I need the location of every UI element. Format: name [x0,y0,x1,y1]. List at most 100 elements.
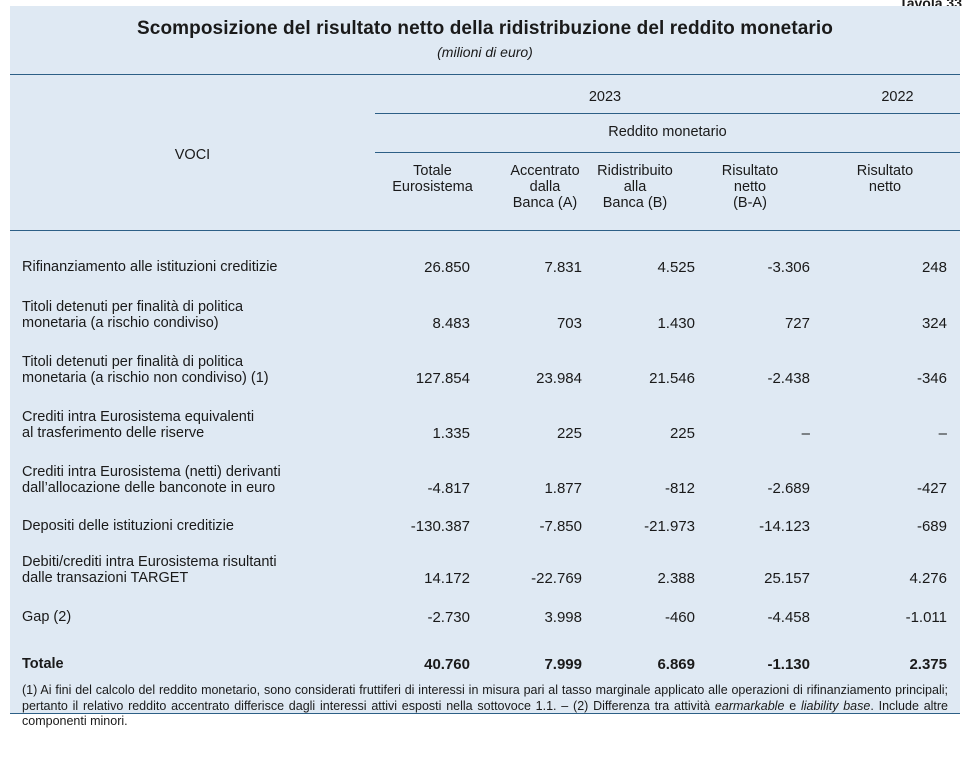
row-label-line: Gap (2) [22,609,72,625]
row-label-line: Crediti intra Eurosistema (netti) deriva… [22,464,281,480]
header-year-2023: 2023 [588,89,622,105]
total-value: 2.375 [909,656,947,673]
column-header-line: netto [733,179,767,195]
row-label-line: dalle transazioni TARGET [22,570,189,586]
row-value: 727 [784,315,810,332]
row-value: 7.831 [544,259,582,276]
row-value: 324 [921,315,947,332]
row-value: 127.854 [415,370,470,387]
row-label-line: al trasferimento delle riserve [22,425,205,441]
table-number-tag: Tavola 33 [899,0,962,6]
row-label: Rifinanziamento alle istituzioni crediti… [22,259,372,275]
footnote-term-liability-base: liability base [800,698,871,713]
table-title-block: Scomposizione del risultato netto della … [10,6,960,75]
row-label: Depositi delle istituzioni creditizie [22,518,372,534]
column-header-line: netto [868,179,902,195]
row-value: -21.973 [644,518,695,535]
row-value: 25.157 [764,570,810,587]
footnote: (1) Ai fini del calcolo del reddito mone… [10,683,960,730]
header-voci: VOCI [174,147,211,163]
total-value: 40.760 [424,656,470,673]
row-value: -14.123 [759,518,810,535]
row-label-line: Titoli detenuti per finalità di politica [22,299,244,315]
row-value: -4.458 [767,609,810,626]
column-header-line: (B-A) [733,195,767,211]
footnote-part-1: (1) Ai fini del calcolo del reddito mone… [22,683,948,713]
column-header-5: Risultato netto [810,163,960,195]
row-label-line: Depositi delle istituzioni creditizie [22,518,234,534]
row-value: 248 [921,259,947,276]
row-value: -427 [916,480,947,497]
row-value: 14.172 [424,570,470,587]
row-label: Debiti/crediti intra Eurosistema risulta… [22,554,372,586]
total-value: 6.869 [657,656,695,673]
column-header-3: Ridistribuito alla Banca (B) [580,163,690,211]
header-rule-years [375,113,960,114]
row-value: -7.850 [539,518,582,535]
row-label-line: monetaria (a rischio non condiviso) (1) [22,370,269,386]
row-value: 703 [556,315,582,332]
row-label-line: Titoli detenuti per finalità di politica [22,354,244,370]
row-value: -22.769 [531,570,582,587]
row-value: 2.388 [657,570,695,587]
header-rule-bottom [10,230,960,231]
row-value: 225 [669,425,695,442]
row-label-line: Rifinanziamento alle istituzioni crediti… [22,259,278,275]
footnote-term-earmarkable: earmarkable [714,698,785,713]
header-year-2022: 2022 [881,89,914,105]
row-label-line: dall’allocazione delle banconote in euro [22,480,276,496]
total-value: 7.999 [544,656,582,673]
column-header-line: Banca (B) [602,195,668,211]
row-value: -130.387 [410,518,470,535]
row-label-line: Debiti/crediti intra Eurosistema risulta… [22,554,277,570]
column-header-4: Risultato netto (B-A) [690,163,810,211]
row-value: 225 [556,425,582,442]
total-label: Totale [22,656,64,672]
row-value: 4.276 [909,570,947,587]
footnote-part-2: e [784,698,801,713]
row-label-line: Crediti intra Eurosistema equivalenti [22,409,255,425]
row-value: -460 [664,609,695,626]
row-value: 26.850 [424,259,470,276]
row-value: -812 [664,480,695,497]
column-header-line: Ridistribuito [597,163,673,179]
table-subtitle: (milioni di euro) [437,44,533,60]
row-label: Titoli detenuti per finalità di politica… [22,354,372,386]
column-header-1: Totale Eurosistema [375,163,490,195]
row-value: -689 [916,518,947,535]
footnote-text: (1) Ai fini del calcolo del reddito mone… [22,683,948,730]
row-value: – [801,425,810,442]
row-value: 23.984 [536,370,582,387]
row-value: -346 [916,370,947,387]
column-header-2: Accentrato dalla Banca (A) [490,163,600,211]
row-value: 3.998 [544,609,582,626]
column-header-line: Accentrato [510,163,580,179]
header-rule-reddito [375,152,960,153]
data-table: Scomposizione del risultato netto della … [10,6,960,714]
row-label: Crediti intra Eurosistema (netti) deriva… [22,464,372,496]
column-header-line: Totale [413,163,452,179]
column-header-line: dalla [529,179,561,195]
row-value: 8.483 [432,315,470,332]
row-value: -2.438 [767,370,810,387]
row-value: -2.689 [767,480,810,497]
header-reddito-monetario: Reddito monetario [608,124,727,140]
row-value: -1.011 [905,609,947,626]
footnote-part-3: . Include altre componenti minori. [22,698,949,729]
row-value: 21.546 [649,370,695,387]
total-value: -1.130 [767,656,810,673]
row-label-line: monetaria (a rischio condiviso) [22,315,219,331]
column-header-line: Risultato [856,163,914,179]
row-value: 1.877 [544,480,582,497]
row-value: -4.817 [427,480,470,497]
row-value: 1.430 [657,315,695,332]
column-header-line: Eurosistema [392,179,473,195]
column-header-line: Risultato [721,163,779,179]
row-value: 1.335 [432,425,470,442]
row-value: -2.730 [427,609,470,626]
row-value: – [938,425,947,442]
column-header-line: alla [623,179,647,195]
row-label: Crediti intra Eurosistema equivalenti al … [22,409,372,441]
column-header-line: Banca (A) [512,195,578,211]
